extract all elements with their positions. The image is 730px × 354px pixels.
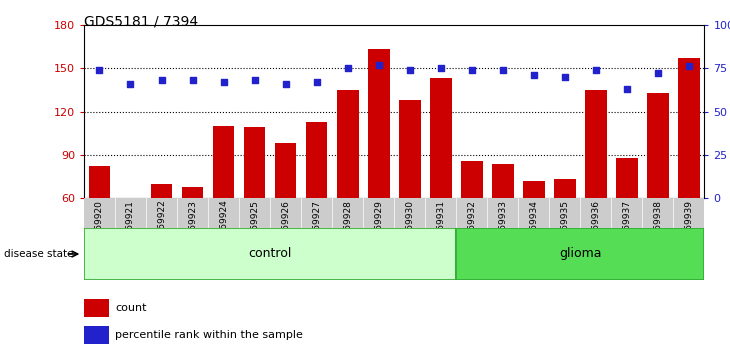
Text: GSM769925: GSM769925 [250,200,259,255]
Point [342,65,353,71]
Bar [488,198,518,228]
Bar [120,198,142,285]
Text: GSM769929: GSM769929 [374,200,383,255]
Bar [518,198,549,228]
Bar [363,198,394,228]
Bar [177,198,208,228]
Point [125,81,137,87]
Point [621,86,633,92]
Bar [461,161,483,285]
Text: GSM769936: GSM769936 [591,200,600,255]
Point [218,79,229,85]
Text: GSM769933: GSM769933 [499,200,507,255]
Bar [208,198,239,228]
Text: GSM769935: GSM769935 [561,200,569,255]
Bar [642,198,673,228]
Text: GSM769932: GSM769932 [467,200,476,255]
Point [466,67,477,73]
Bar [84,299,109,317]
Point [93,67,105,73]
Bar [616,158,638,285]
Text: GDS5181 / 7394: GDS5181 / 7394 [84,14,198,28]
Text: GSM769924: GSM769924 [219,200,228,255]
Bar [146,198,177,228]
Bar [399,100,420,285]
Point [155,78,167,83]
Text: GSM769922: GSM769922 [157,200,166,255]
Bar [84,326,109,344]
Text: GSM769921: GSM769921 [126,200,135,255]
Text: percentile rank within the sample: percentile rank within the sample [115,330,303,341]
Text: GSM769926: GSM769926 [281,200,290,255]
Bar [611,198,642,228]
Bar [673,198,704,228]
Bar [244,127,266,285]
Text: GSM769920: GSM769920 [95,200,104,255]
Text: GSM769923: GSM769923 [188,200,197,255]
Text: GSM769928: GSM769928 [343,200,352,255]
Text: count: count [115,303,147,313]
Point [404,67,415,73]
Text: GSM769927: GSM769927 [312,200,321,255]
Point [249,78,261,83]
Bar [337,90,358,285]
Text: GSM769939: GSM769939 [685,200,694,255]
Point [187,78,199,83]
Bar [301,198,332,228]
Bar [212,126,234,285]
Bar [425,198,456,228]
Bar [456,198,488,228]
Text: GSM769931: GSM769931 [437,200,445,255]
Text: GSM769934: GSM769934 [529,200,538,255]
Point [497,67,509,73]
Bar [150,184,172,285]
Bar [88,166,110,285]
Text: control: control [248,247,292,261]
Bar [554,179,576,285]
Bar [270,198,301,228]
Point [683,64,695,69]
Text: GSM769930: GSM769930 [405,200,414,255]
Text: GSM769938: GSM769938 [653,200,662,255]
Bar [492,164,514,285]
Bar [430,78,452,285]
Bar [332,198,363,228]
Bar [306,122,328,285]
Bar [580,198,611,228]
Text: GSM769937: GSM769937 [623,200,631,255]
Bar [182,187,204,285]
Bar [647,93,669,285]
Bar [274,143,296,285]
Bar [368,49,390,285]
Point [652,70,664,76]
Bar [523,181,545,285]
Bar [84,228,456,280]
Bar [456,228,704,280]
Text: glioma: glioma [559,247,602,261]
Bar [84,198,115,228]
Point [435,65,447,71]
Bar [115,198,146,228]
Point [280,81,291,87]
Point [559,74,571,80]
Bar [394,198,425,228]
Bar [549,198,580,228]
Point [528,72,539,78]
Bar [585,90,607,285]
Text: disease state: disease state [4,249,73,259]
Bar [239,198,270,228]
Bar [678,58,700,285]
Point [590,67,602,73]
Point [373,62,385,68]
Point [311,79,323,85]
